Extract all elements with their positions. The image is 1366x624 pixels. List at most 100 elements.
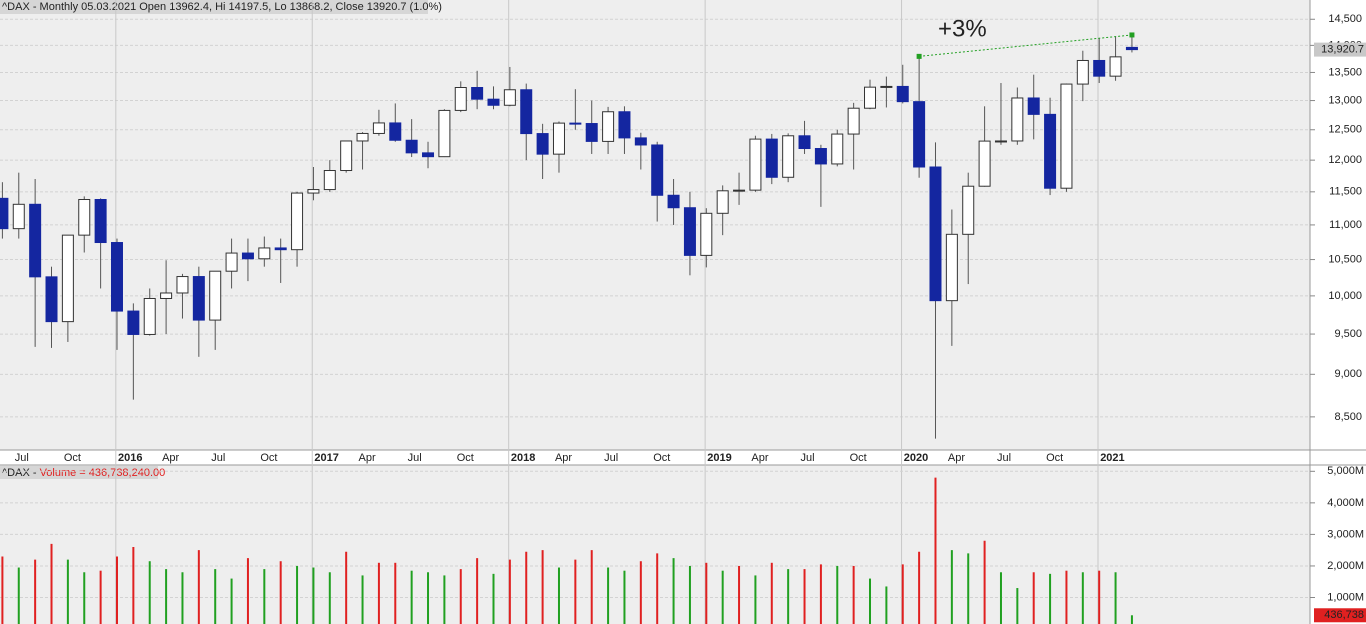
- candle-body: [602, 111, 615, 142]
- candle-body: [307, 189, 320, 194]
- candle-body: [913, 101, 926, 168]
- candle-body: [1027, 97, 1040, 115]
- candle-body: [487, 98, 500, 106]
- last-volume-box: [1314, 608, 1366, 623]
- candle-body: [831, 133, 844, 165]
- x-tick-label: 2020: [904, 452, 928, 464]
- candle-body: [569, 122, 582, 125]
- candle-body: [127, 310, 140, 335]
- candle-body: [94, 199, 107, 244]
- volume-panel: [0, 465, 1310, 624]
- candle-body: [1093, 59, 1106, 77]
- candle-body: [422, 152, 435, 158]
- volume-header-prefix: ^DAX - Volume = 436,738,240.00: [2, 467, 165, 479]
- x-tick-label: Jul: [15, 452, 29, 464]
- candle-body: [847, 107, 860, 135]
- candle-body: [536, 133, 549, 155]
- x-tick-label: Oct: [457, 452, 474, 464]
- x-tick-label: Oct: [653, 452, 670, 464]
- y-tick-label: 11,500: [1329, 186, 1362, 198]
- candle-body: [372, 122, 385, 134]
- candle-body: [520, 89, 533, 135]
- candle-body: [503, 89, 516, 106]
- x-tick-label: Oct: [1046, 452, 1063, 464]
- x-tick-label: 2021: [1100, 452, 1124, 464]
- candle-body: [929, 166, 942, 302]
- last-volume-label: 436,738: [1324, 609, 1364, 621]
- y-tick-label: 10,000: [1328, 290, 1362, 302]
- candle-body: [683, 207, 696, 256]
- candle-body: [782, 135, 795, 178]
- y-tick-label: 9,500: [1334, 328, 1362, 340]
- x-tick-label: 2018: [511, 452, 535, 464]
- axis-area: [1310, 0, 1366, 624]
- candle-body: [258, 247, 271, 260]
- candle-body: [438, 109, 451, 158]
- candle-body: [700, 212, 713, 256]
- candle-body: [78, 199, 91, 236]
- candle-body: [45, 276, 58, 323]
- candle-body: [1060, 83, 1073, 189]
- volume-header-prefix-text: ^DAX -: [2, 467, 40, 479]
- candle-body: [340, 140, 353, 172]
- candle-body: [291, 192, 304, 251]
- candle-body: [667, 194, 680, 209]
- candle-body: [209, 270, 222, 321]
- candle-body: [634, 137, 647, 146]
- x-tick-label: Oct: [64, 452, 81, 464]
- y-tick-label: 14,500: [1328, 13, 1362, 25]
- candle-body: [585, 123, 598, 142]
- candle-body: [962, 185, 975, 235]
- trend-point: [916, 53, 922, 59]
- x-tick-label: Jul: [408, 452, 422, 464]
- last-price-label: 13,920.7: [1321, 44, 1364, 56]
- y-tick-label: 8,500: [1334, 411, 1362, 423]
- candle-body: [749, 138, 762, 191]
- y-tick-label: 12,000: [1328, 154, 1362, 166]
- candle-body: [798, 135, 811, 150]
- candle-body: [945, 233, 958, 302]
- x-tick-label: Jul: [801, 452, 815, 464]
- y-tick-label: 1,000M: [1327, 591, 1364, 603]
- y-tick-label: 3,000M: [1327, 528, 1364, 540]
- y-tick-label: 13,500: [1328, 66, 1362, 78]
- candle-body: [1076, 59, 1089, 85]
- candle-body: [651, 144, 664, 196]
- header-box: [0, 0, 428, 14]
- x-tick-label: Apr: [359, 452, 376, 464]
- candle-body: [994, 140, 1007, 143]
- x-tick-label: 2016: [118, 452, 142, 464]
- candle-body: [12, 203, 25, 230]
- header-box: [0, 466, 158, 479]
- y-tick-label: 4,000M: [1327, 497, 1364, 509]
- candle-body: [1011, 97, 1024, 142]
- y-tick-label: 2,000M: [1327, 560, 1364, 572]
- x-tick-label: 2019: [707, 452, 731, 464]
- candle-body: [733, 189, 746, 192]
- candle-body: [323, 170, 336, 191]
- x-tick-label: Jul: [997, 452, 1011, 464]
- candle-body: [61, 234, 74, 323]
- last-price-box: [1314, 42, 1366, 57]
- candle-body: [176, 276, 189, 294]
- candle-body: [192, 276, 205, 321]
- candle-body: [110, 242, 123, 312]
- trend-point: [1129, 32, 1135, 38]
- candle-body: [241, 252, 254, 260]
- candle-body: [471, 86, 484, 100]
- candle-body: [1044, 113, 1057, 189]
- volume-header: Volume = 436,738,240.00: [40, 467, 166, 479]
- candle-body: [765, 138, 778, 178]
- candle-body: [978, 140, 991, 187]
- x-tick-label: Oct: [850, 452, 867, 464]
- candle-body: [160, 292, 173, 299]
- candle-body: [1125, 46, 1138, 51]
- candle-body: [618, 111, 631, 139]
- x-tick-label: Apr: [162, 452, 179, 464]
- x-tick-label: 2017: [314, 452, 338, 464]
- x-tick-label: Jul: [604, 452, 618, 464]
- y-tick-label: 11,000: [1329, 219, 1362, 231]
- candle-body: [143, 297, 156, 335]
- candle-body: [552, 122, 565, 155]
- candle-body: [814, 148, 827, 165]
